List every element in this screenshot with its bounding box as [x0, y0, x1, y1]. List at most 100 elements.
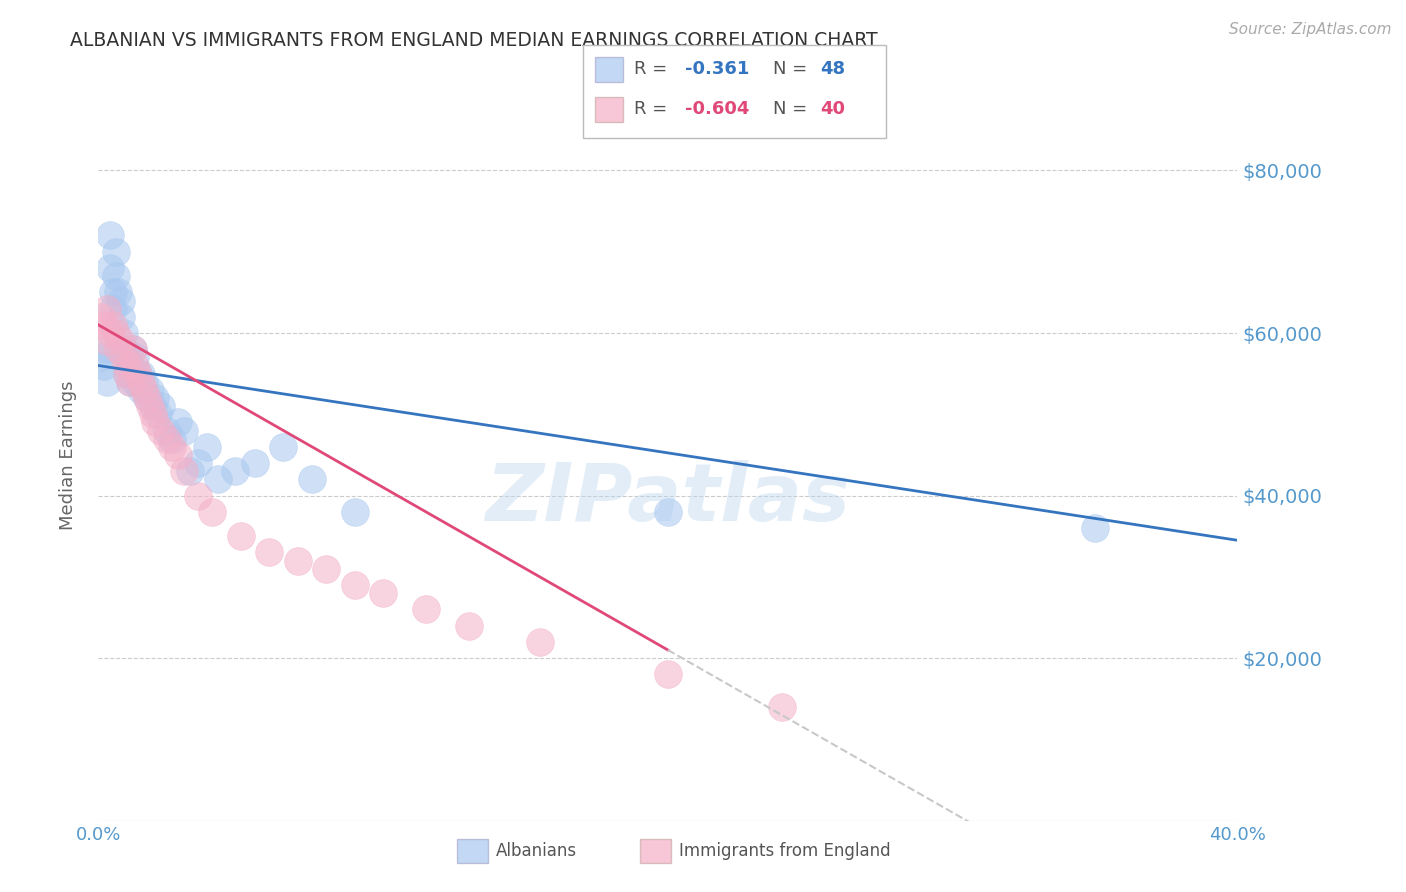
Point [101, 285, 124, 300]
Point [207, 472, 229, 486]
Text: Albanians: Albanians [496, 842, 578, 860]
Point [287, 553, 309, 567]
Point [343, 505, 366, 519]
Point [127, 367, 149, 381]
Point [529, 635, 551, 649]
Point [138, 399, 160, 413]
Point [115, 359, 138, 373]
Point [138, 383, 160, 397]
Point [110, 334, 132, 348]
Point [107, 285, 129, 300]
Point [121, 343, 143, 357]
Point [118, 359, 141, 373]
Point [173, 424, 195, 438]
Point [224, 464, 246, 478]
Point [145, 416, 167, 430]
Point [90, 351, 112, 365]
Point [156, 424, 179, 438]
Point [129, 383, 152, 397]
Point [167, 416, 190, 430]
Point [104, 244, 127, 259]
Point [96, 343, 118, 357]
Point [135, 391, 157, 405]
Point [132, 383, 155, 397]
Text: R =: R = [634, 60, 668, 78]
Point [115, 367, 138, 381]
Point [145, 391, 167, 405]
Point [101, 301, 124, 316]
Point [195, 440, 218, 454]
Point [167, 448, 190, 462]
Point [156, 432, 179, 446]
Point [141, 399, 163, 413]
Point [259, 545, 281, 559]
Point [129, 375, 152, 389]
Point [104, 326, 127, 340]
Point [301, 472, 323, 486]
Point [129, 367, 152, 381]
Point [96, 301, 118, 316]
Point [127, 367, 149, 381]
Point [110, 293, 132, 308]
Point [243, 456, 266, 470]
Point [187, 489, 209, 503]
Point [107, 343, 129, 357]
Point [121, 367, 143, 381]
Point [150, 424, 173, 438]
Point [124, 359, 146, 373]
Text: Immigrants from England: Immigrants from England [679, 842, 891, 860]
Point [179, 464, 201, 478]
Point [98, 260, 121, 275]
Point [98, 228, 121, 243]
Point [162, 432, 184, 446]
Point [1084, 521, 1107, 535]
Point [101, 318, 124, 332]
Point [96, 334, 118, 348]
Point [457, 618, 479, 632]
Point [115, 351, 138, 365]
Point [150, 399, 173, 413]
Point [273, 440, 295, 454]
Point [132, 375, 155, 389]
Point [657, 505, 679, 519]
Point [315, 562, 337, 576]
Point [96, 375, 118, 389]
Point [148, 407, 170, 421]
Text: 40: 40 [820, 100, 845, 118]
Point [115, 367, 138, 381]
Y-axis label: Median Earnings: Median Earnings [59, 380, 77, 530]
Point [112, 343, 135, 357]
Point [770, 699, 793, 714]
Point [110, 310, 132, 324]
Point [121, 343, 143, 357]
Point [135, 391, 157, 405]
Point [373, 586, 395, 600]
Point [118, 375, 141, 389]
Point [657, 667, 679, 681]
Point [118, 375, 141, 389]
Point [112, 326, 135, 340]
Text: N =: N = [773, 60, 807, 78]
Point [229, 529, 252, 543]
Text: -0.361: -0.361 [685, 60, 749, 78]
Text: Source: ZipAtlas.com: Source: ZipAtlas.com [1229, 22, 1392, 37]
Text: N =: N = [773, 100, 807, 118]
Point [104, 269, 127, 284]
Text: ZIPatlas: ZIPatlas [485, 459, 851, 538]
Text: 48: 48 [820, 60, 845, 78]
Text: R =: R = [634, 100, 668, 118]
Point [93, 318, 115, 332]
Point [141, 407, 163, 421]
Point [162, 440, 184, 454]
Point [98, 326, 121, 340]
Point [415, 602, 437, 616]
Text: ALBANIAN VS IMMIGRANTS FROM ENGLAND MEDIAN EARNINGS CORRELATION CHART: ALBANIAN VS IMMIGRANTS FROM ENGLAND MEDI… [70, 31, 877, 50]
Point [173, 464, 195, 478]
Point [124, 351, 146, 365]
Point [93, 359, 115, 373]
Point [187, 456, 209, 470]
Point [112, 351, 135, 365]
Text: -0.604: -0.604 [685, 100, 749, 118]
Point [90, 310, 112, 324]
Point [201, 505, 224, 519]
